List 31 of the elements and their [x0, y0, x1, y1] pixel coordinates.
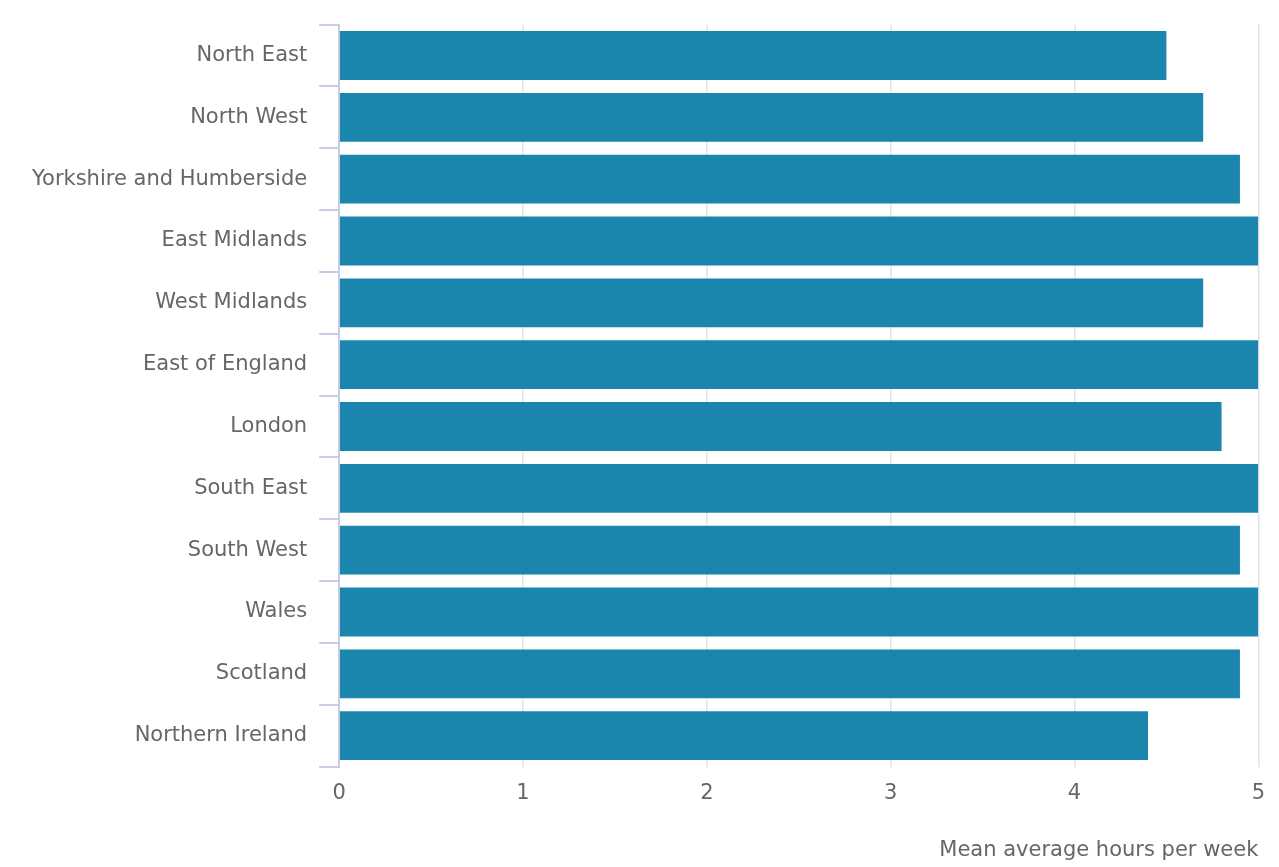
- x-tick-label: 5: [1251, 779, 1266, 804]
- y-tick-label: West Midlands: [155, 289, 308, 314]
- bar: [339, 154, 1240, 204]
- y-tick-label: Northern Ireland: [134, 722, 308, 747]
- x-tick-label: 2: [700, 779, 714, 804]
- y-tick-label: Scotland: [215, 660, 308, 685]
- x-tick-label: 0: [332, 779, 346, 804]
- bar: [339, 92, 1204, 142]
- y-tick-label: North East: [196, 41, 308, 66]
- y-tick-label: East Midlands: [161, 227, 308, 252]
- bar: [339, 402, 1222, 451]
- y-tick-label: Wales: [245, 598, 308, 623]
- y-tick-label: South East: [194, 474, 308, 499]
- bar: [339, 216, 1259, 266]
- bar: [339, 340, 1259, 390]
- bar: [339, 463, 1259, 513]
- x-tick-label: 4: [1067, 779, 1082, 804]
- y-tick-label: South West: [187, 536, 308, 561]
- y-tick-label: London: [230, 412, 308, 437]
- y-tick-label: North West: [190, 103, 308, 128]
- bar: [339, 649, 1240, 699]
- bar: [339, 31, 1167, 80]
- x-tick-label: 1: [516, 779, 530, 804]
- x-axis-title: Mean average hours per week: [939, 836, 1260, 861]
- y-tick-label: East of England: [143, 351, 308, 376]
- x-tick-label: 3: [883, 779, 898, 804]
- y-tick-label: Yorkshire and Humberside: [31, 165, 308, 190]
- bar: [339, 525, 1240, 575]
- bar: [339, 278, 1204, 328]
- bar: [339, 711, 1149, 761]
- bar: [339, 587, 1259, 637]
